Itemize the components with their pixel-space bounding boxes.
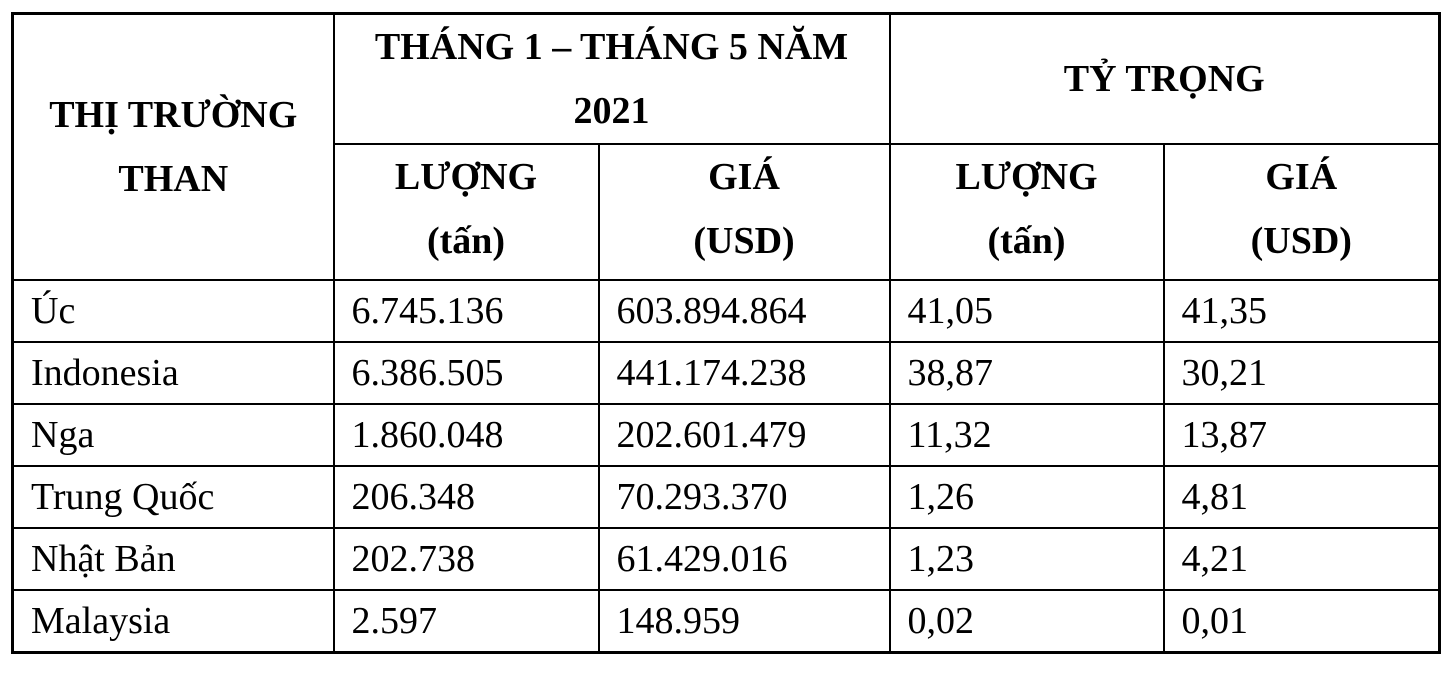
share-group-header: TỶ TRỌNG	[888, 12, 1441, 145]
share-header-label: TỶ TRỌNG	[1063, 58, 1265, 100]
volume-share-cell: 41,05	[888, 279, 1165, 343]
volume-share-cell: 0,02	[888, 589, 1165, 654]
period-header-line1: THÁNG 1 – THÁNG 5 NĂM	[374, 26, 849, 68]
share-volume-header-line1: LƯỢNG	[955, 156, 1098, 198]
table-row: Indonesia 6.386.505 441.174.238 38,87 30…	[11, 341, 1441, 405]
volume-share-cell: 1,26	[888, 465, 1165, 529]
market-cell: Nga	[11, 403, 335, 467]
share-volume-header-line2: (tấn)	[987, 220, 1066, 262]
market-cell: Indonesia	[11, 341, 335, 405]
price-share-cell: 41,35	[1162, 279, 1441, 343]
coal-import-table: THỊ TRƯỜNG THAN THÁNG 1 – THÁNG 5 NĂM 20…	[11, 12, 1442, 654]
table-row: Úc 6.745.136 603.894.864 41,05 41,35	[11, 279, 1441, 343]
period-volume-header-line2: (tấn)	[426, 220, 506, 262]
period-group-header: THÁNG 1 – THÁNG 5 NĂM 2021	[332, 12, 891, 145]
volume-cell: 6.386.505	[332, 341, 600, 405]
share-price-header-line2: (USD)	[1250, 220, 1352, 262]
market-cell: Úc	[11, 279, 335, 343]
share-volume-header: LƯỢNG (tấn)	[888, 143, 1165, 281]
volume-cell: 2.597	[332, 589, 600, 654]
price-cell: 603.894.864	[597, 279, 891, 343]
price-cell: 70.293.370	[597, 465, 891, 529]
volume-cell: 202.738	[332, 527, 600, 591]
header-sub-row: LƯỢNG (tấn) GIÁ (USD) LƯỢNG (tấn) GIÁ (U…	[13, 143, 1441, 281]
period-price-header-line1: GIÁ	[708, 156, 780, 198]
market-header-line1: THỊ TRƯỜNG	[49, 94, 298, 136]
period-header-line2: 2021	[573, 90, 650, 132]
price-share-cell: 13,87	[1162, 403, 1441, 467]
market-cell: Malaysia	[11, 589, 335, 654]
period-volume-header: LƯỢNG (tấn)	[332, 143, 600, 281]
header-group-row: THỊ TRƯỜNG THAN THÁNG 1 – THÁNG 5 NĂM 20…	[11, 12, 1441, 281]
market-header-line2: THAN	[118, 158, 229, 200]
price-share-cell: 30,21	[1162, 341, 1441, 405]
market-cell: Trung Quốc	[11, 465, 335, 529]
period-volume-header-line1: LƯỢNG	[394, 156, 538, 198]
period-price-header-line2: (USD)	[693, 220, 795, 262]
table-row: Malaysia 2.597 148.959 0,02 0,01	[11, 589, 1441, 654]
volume-cell: 6.745.136	[332, 279, 600, 343]
share-price-header: GIÁ (USD)	[1162, 143, 1441, 281]
volume-share-cell: 11,32	[888, 403, 1165, 467]
price-share-cell: 4,81	[1162, 465, 1441, 529]
table-row: Nhật Bản 202.738 61.429.016 1,23 4,21	[11, 527, 1441, 591]
price-share-cell: 4,21	[1162, 527, 1441, 591]
market-cell: Nhật Bản	[11, 527, 335, 591]
price-share-cell: 0,01	[1162, 589, 1441, 654]
price-cell: 202.601.479	[597, 403, 891, 467]
volume-share-cell: 1,23	[888, 527, 1165, 591]
price-cell: 441.174.238	[597, 341, 891, 405]
volume-cell: 206.348	[332, 465, 600, 529]
volume-cell: 1.860.048	[332, 403, 600, 467]
table-row: Trung Quốc 206.348 70.293.370 1,26 4,81	[11, 465, 1441, 529]
market-column-header: THỊ TRƯỜNG THAN	[11, 12, 335, 281]
period-price-header: GIÁ (USD)	[597, 143, 891, 281]
table-row: Nga 1.860.048 202.601.479 11,32 13,87	[11, 403, 1441, 467]
price-cell: 148.959	[597, 589, 891, 654]
share-price-header-line1: GIÁ	[1265, 156, 1338, 198]
volume-share-cell: 38,87	[888, 341, 1165, 405]
price-cell: 61.429.016	[597, 527, 891, 591]
